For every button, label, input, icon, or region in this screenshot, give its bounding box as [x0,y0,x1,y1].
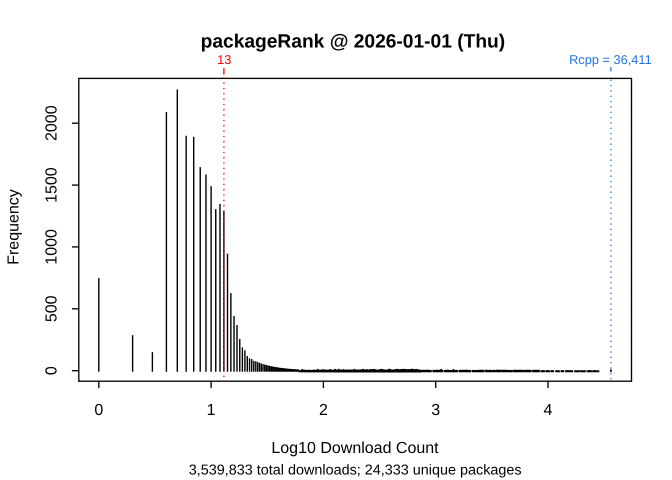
svg-text:1500: 1500 [44,167,61,203]
svg-text:3: 3 [431,402,440,419]
svg-text:13: 13 [217,52,231,67]
svg-text:packageRank @ 2026-01-01 (Thu): packageRank @ 2026-01-01 (Thu) [201,32,506,53]
svg-text:Frequency: Frequency [6,189,23,265]
svg-text:2000: 2000 [44,105,61,141]
svg-text:0: 0 [94,402,103,419]
svg-text:3,539,833 total downloads; 24,: 3,539,833 total downloads; 24,333 unique… [189,463,522,479]
svg-text:1: 1 [207,402,216,419]
svg-text:0: 0 [44,366,61,375]
svg-text:Rcpp = 36,411: Rcpp = 36,411 [569,52,652,67]
svg-text:4: 4 [544,402,553,419]
svg-text:500: 500 [44,295,61,322]
svg-text:Log10 Download Count: Log10 Download Count [271,440,439,457]
svg-text:2: 2 [319,402,328,419]
svg-text:1000: 1000 [44,229,61,265]
